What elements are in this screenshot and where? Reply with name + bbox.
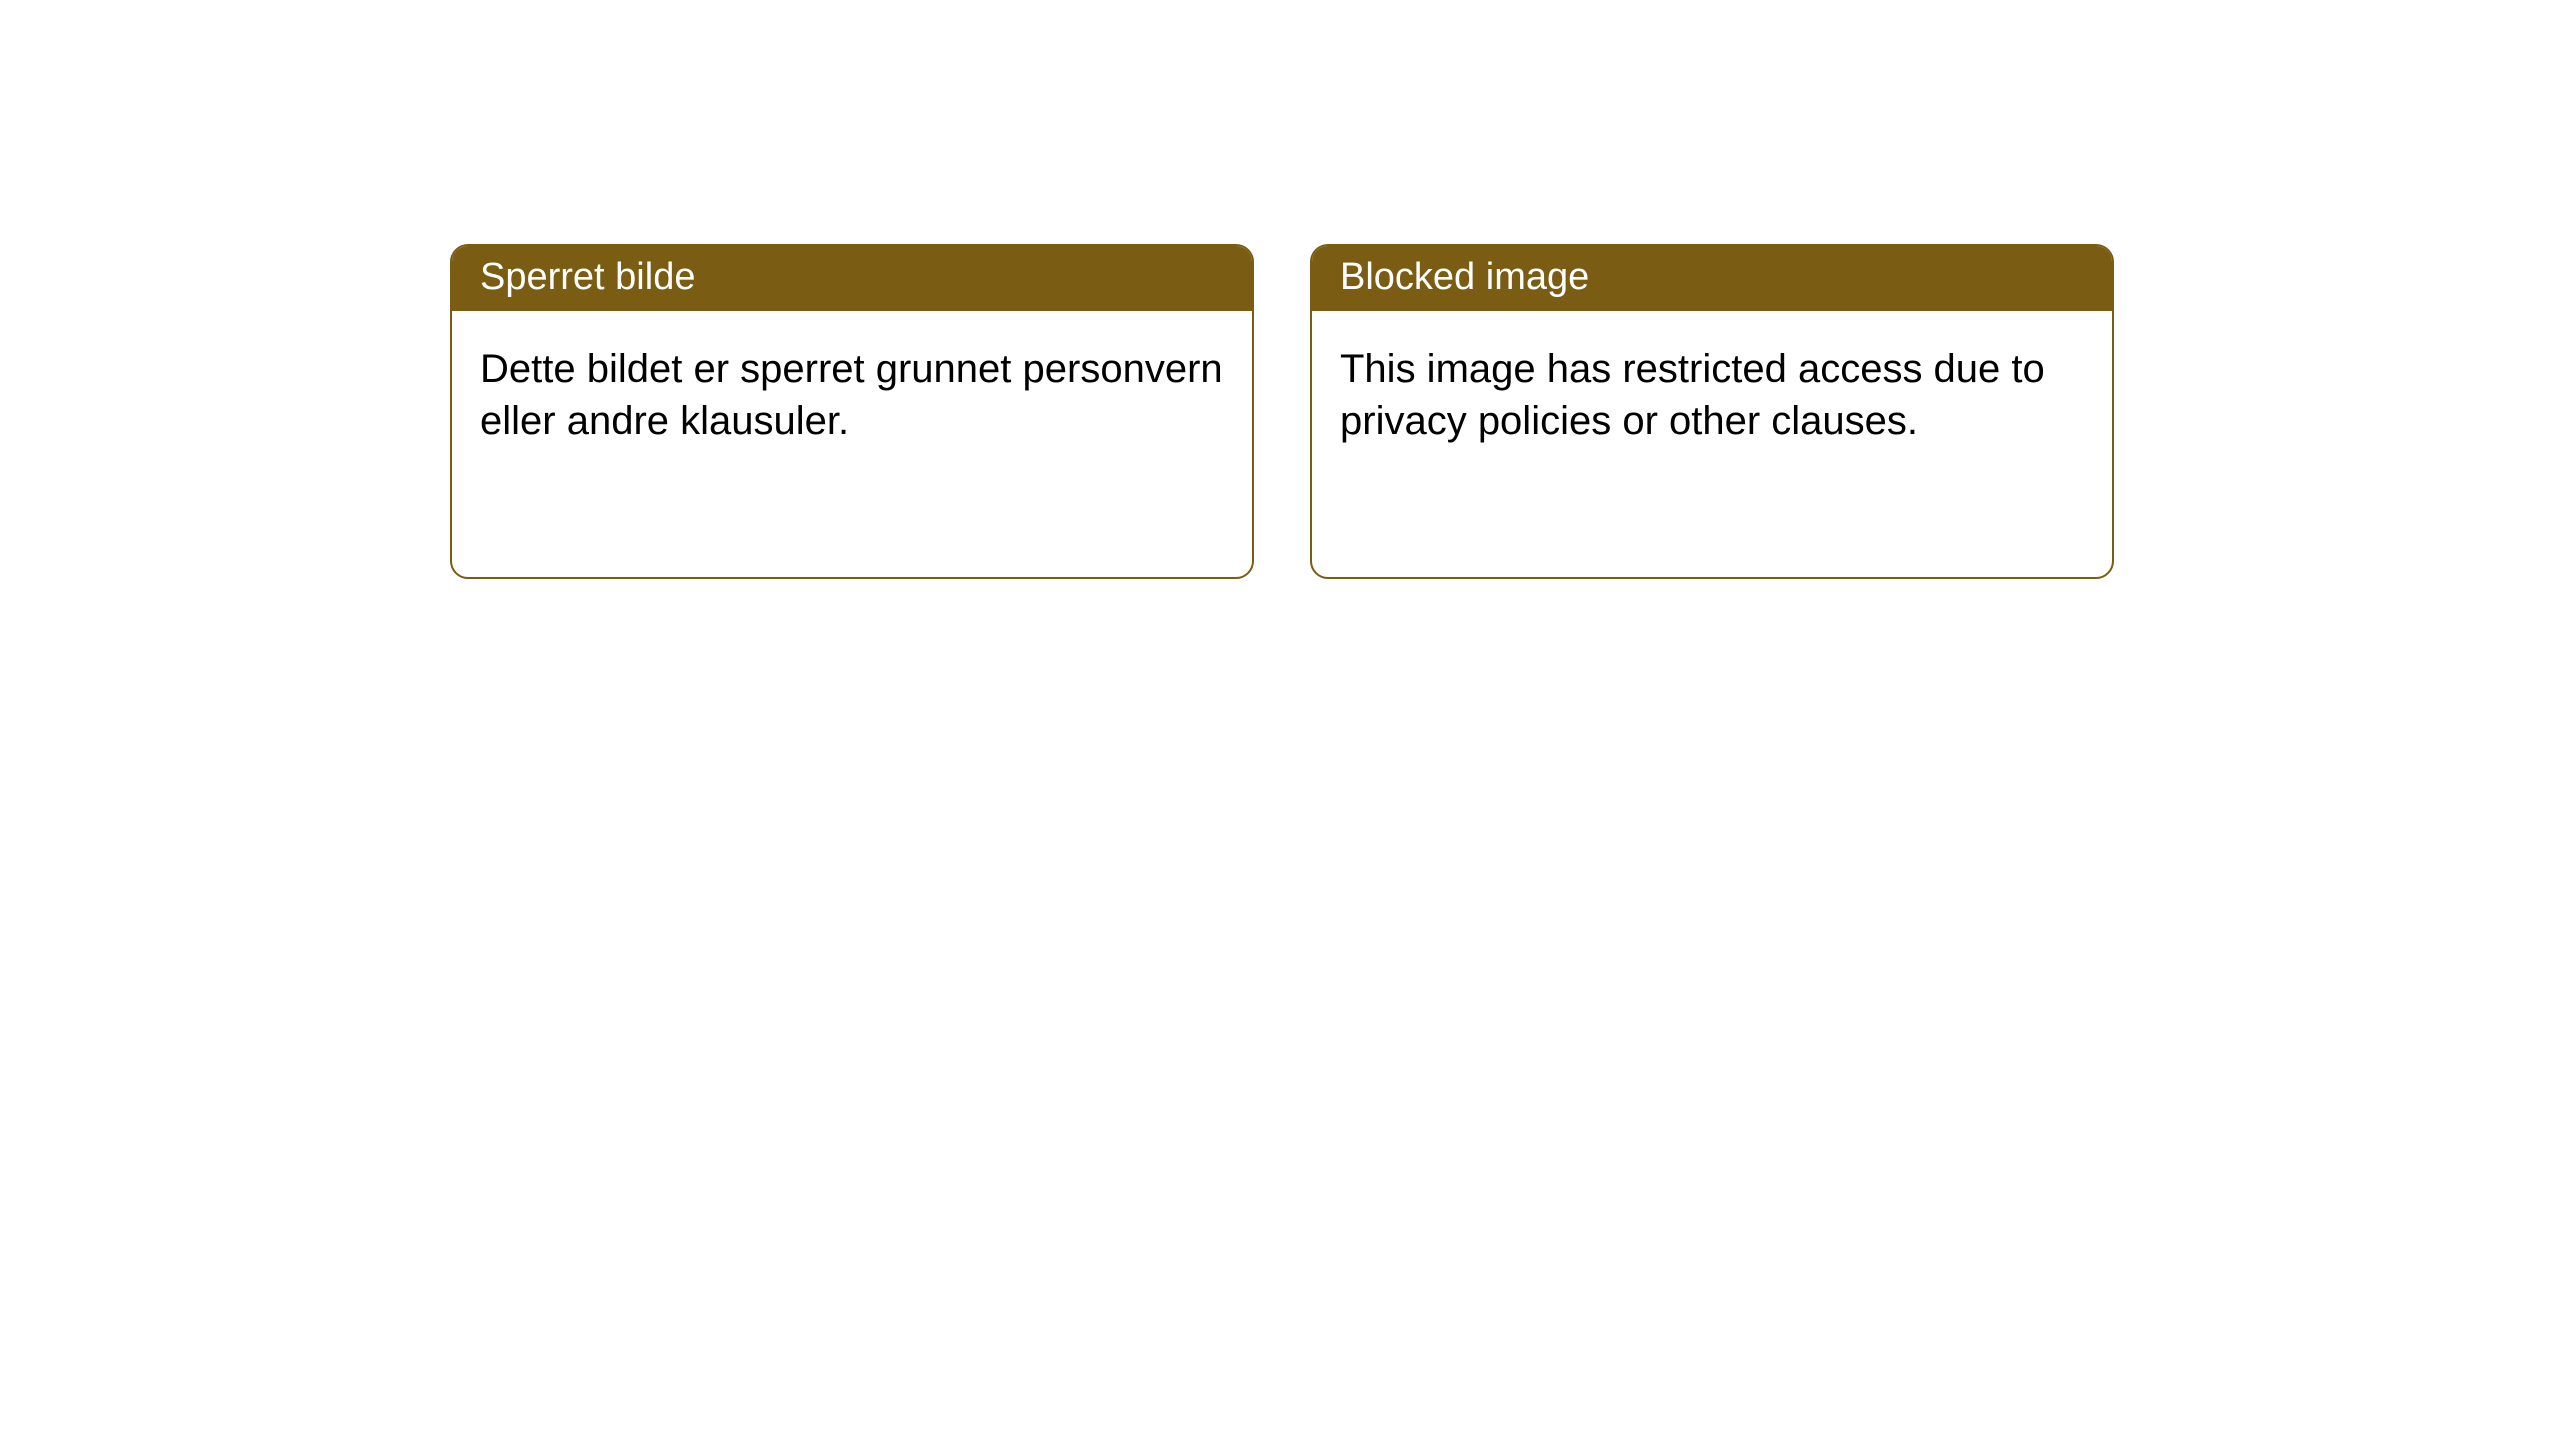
notice-container: Sperret bilde Dette bildet er sperret gr… — [450, 244, 2114, 579]
notice-title: Blocked image — [1312, 246, 2112, 311]
notice-title: Sperret bilde — [452, 246, 1252, 311]
notice-body: Dette bildet er sperret grunnet personve… — [452, 311, 1252, 479]
notice-card-english: Blocked image This image has restricted … — [1310, 244, 2114, 579]
notice-body: This image has restricted access due to … — [1312, 311, 2112, 479]
notice-card-norwegian: Sperret bilde Dette bildet er sperret gr… — [450, 244, 1254, 579]
